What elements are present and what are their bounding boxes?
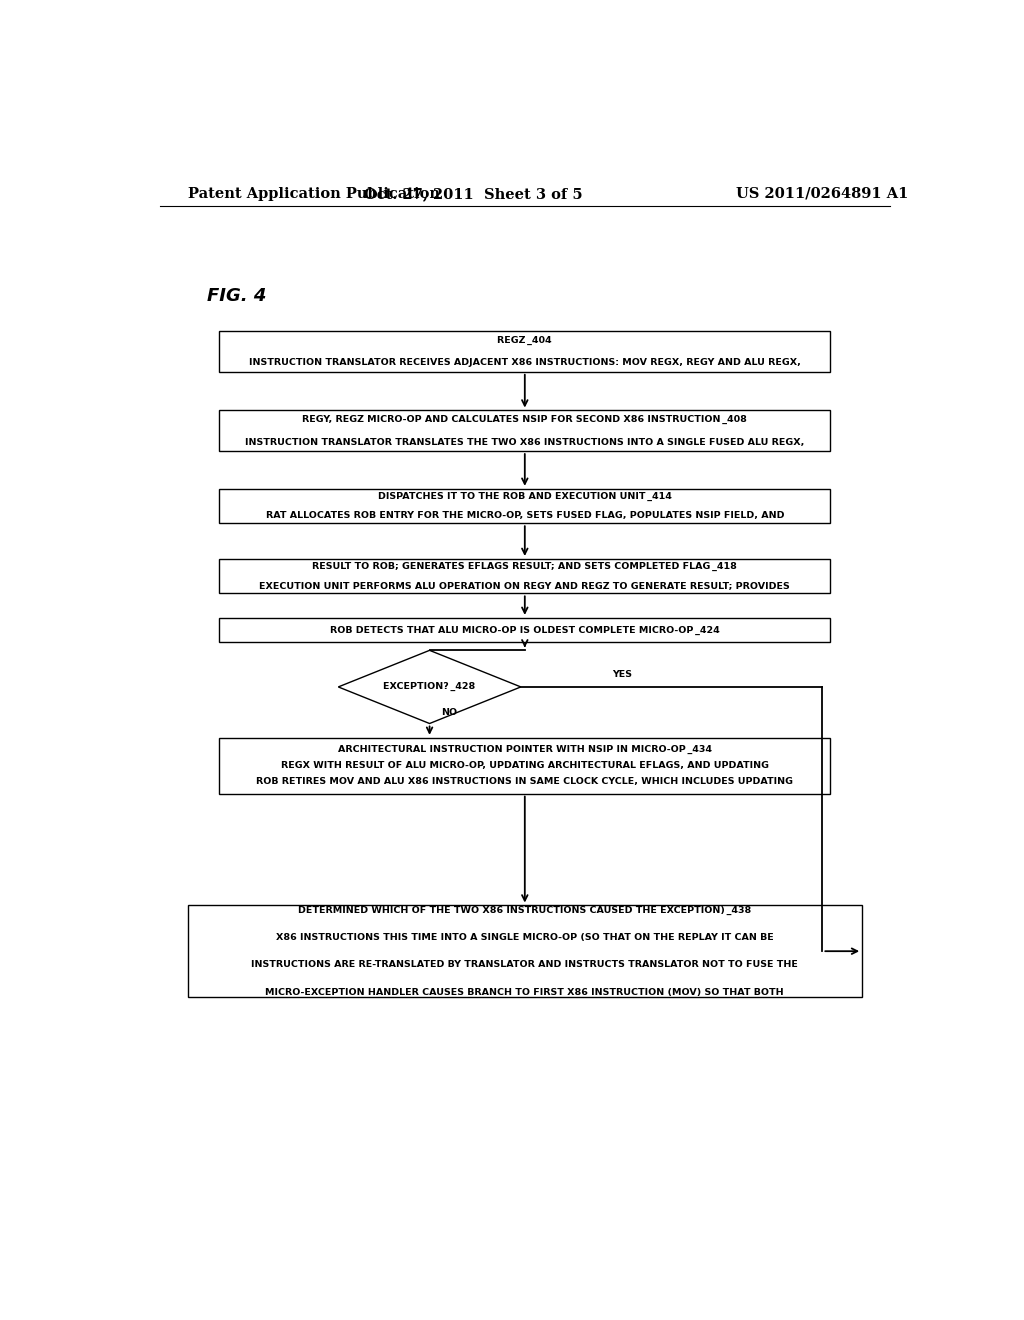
Text: MICRO-EXCEPTION HANDLER CAUSES BRANCH TO FIRST X86 INSTRUCTION (MOV) SO THAT BOT: MICRO-EXCEPTION HANDLER CAUSES BRANCH TO… [265, 987, 784, 997]
Text: YES: YES [612, 671, 632, 680]
Text: INSTRUCTION TRANSLATOR RECEIVES ADJACENT X86 INSTRUCTIONS: MOV REGX, REGY AND AL: INSTRUCTION TRANSLATOR RECEIVES ADJACENT… [249, 359, 801, 367]
Text: INSTRUCTION TRANSLATOR TRANSLATES THE TWO X86 INSTRUCTIONS INTO A SINGLE FUSED A: INSTRUCTION TRANSLATOR TRANSLATES THE TW… [245, 438, 805, 446]
Text: ROB DETECTS THAT ALU MICRO-OP IS OLDEST COMPLETE MICRO-OP  ̲424: ROB DETECTS THAT ALU MICRO-OP IS OLDEST … [330, 626, 720, 635]
Text: EXECUTION UNIT PERFORMS ALU OPERATION ON REGY AND REGZ TO GENERATE RESULT; PROVI: EXECUTION UNIT PERFORMS ALU OPERATION ON… [259, 581, 791, 590]
Bar [219, 618, 830, 643]
Polygon shape [338, 651, 521, 723]
Text: REGZ  ̲404: REGZ ̲404 [498, 335, 552, 345]
Text: NO: NO [441, 708, 458, 717]
Text: US 2011/0264891 A1: US 2011/0264891 A1 [736, 187, 908, 201]
Bar [187, 906, 862, 997]
Text: DISPATCHES IT TO THE ROB AND EXECUTION UNIT  ̲414: DISPATCHES IT TO THE ROB AND EXECUTION U… [378, 492, 672, 500]
Text: RAT ALLOCATES ROB ENTRY FOR THE MICRO-OP, SETS FUSED FLAG, POPULATES NSIP FIELD,: RAT ALLOCATES ROB ENTRY FOR THE MICRO-OP… [265, 511, 784, 520]
Text: REGX WITH RESULT OF ALU MICRO-OP, UPDATING ARCHITECTURAL EFLAGS, AND UPDATING: REGX WITH RESULT OF ALU MICRO-OP, UPDATI… [281, 762, 769, 770]
Text: ROB RETIRES MOV AND ALU X86 INSTRUCTIONS IN SAME CLOCK CYCLE, WHICH INCLUDES UPD: ROB RETIRES MOV AND ALU X86 INSTRUCTIONS… [256, 777, 794, 787]
Text: DETERMINED WHICH OF THE TWO X86 INSTRUCTIONS CAUSED THE EXCEPTION)  ̲438: DETERMINED WHICH OF THE TWO X86 INSTRUCT… [298, 906, 752, 915]
Text: Oct. 27, 2011  Sheet 3 of 5: Oct. 27, 2011 Sheet 3 of 5 [364, 187, 583, 201]
Bar [219, 488, 830, 523]
Text: FIG. 4: FIG. 4 [207, 286, 266, 305]
Text: RESULT TO ROB; GENERATES EFLAGS RESULT; AND SETS COMPLETED FLAG  ̲418: RESULT TO ROB; GENERATES EFLAGS RESULT; … [312, 562, 737, 572]
Bar [219, 738, 830, 793]
Text: Patent Application Publication: Patent Application Publication [187, 187, 439, 201]
Bar [219, 558, 830, 594]
Text: REGY, REGZ MICRO-OP AND CALCULATES NSIP FOR SECOND X86 INSTRUCTION  ̲408: REGY, REGZ MICRO-OP AND CALCULATES NSIP … [302, 414, 748, 424]
Bar [219, 331, 830, 372]
Text: EXCEPTION?  ̲428: EXCEPTION? ̲428 [383, 682, 476, 692]
Text: ARCHITECTURAL INSTRUCTION POINTER WITH NSIP IN MICRO-OP  ̲434: ARCHITECTURAL INSTRUCTION POINTER WITH N… [338, 744, 712, 754]
Text: X86 INSTRUCTIONS THIS TIME INTO A SINGLE MICRO-OP (SO THAT ON THE REPLAY IT CAN : X86 INSTRUCTIONS THIS TIME INTO A SINGLE… [275, 933, 774, 942]
Text: INSTRUCTIONS ARE RE-TRANSLATED BY TRANSLATOR AND INSTRUCTS TRANSLATOR NOT TO FUS: INSTRUCTIONS ARE RE-TRANSLATED BY TRANSL… [251, 961, 799, 969]
Bar [219, 411, 830, 451]
